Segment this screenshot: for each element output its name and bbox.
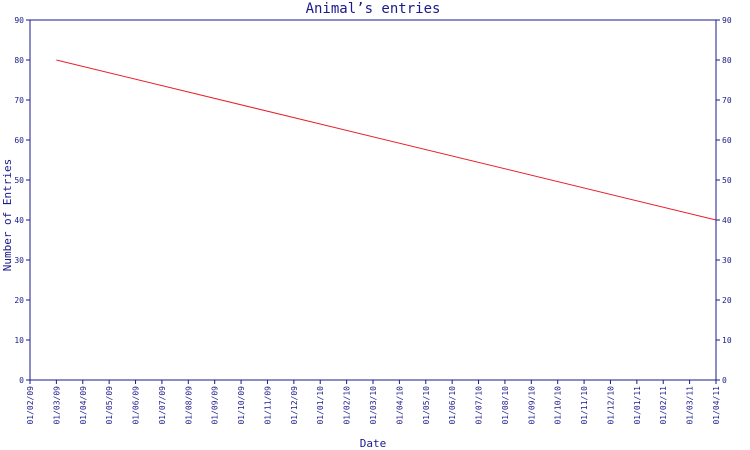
x-tick-label: 01/09/10 [527, 386, 536, 425]
x-axis-label: Date [360, 437, 387, 450]
y-tick-label-left: 20 [14, 296, 24, 305]
x-tick-label: 01/01/10 [316, 386, 325, 425]
x-tick-label: 01/03/10 [369, 386, 378, 425]
x-tick-label: 01/03/09 [52, 386, 61, 425]
y-tick-label-left: 70 [14, 96, 24, 105]
x-tick-label: 01/02/09 [26, 386, 35, 425]
y-tick-label-left: 50 [14, 176, 24, 185]
y-tick-label-left: 30 [14, 256, 24, 265]
y-tick-label-right: 10 [722, 336, 732, 345]
y-tick-label-right: 40 [722, 216, 732, 225]
x-tick-label: 01/08/10 [501, 386, 510, 425]
y-tick-label-right: 80 [722, 56, 732, 65]
plot-frame [29, 19, 717, 381]
x-tick-label: 01/11/09 [263, 386, 272, 425]
y-axis-label: Number of Entries [1, 159, 14, 272]
y-tick-label-right: 0 [722, 376, 727, 385]
y-tick-label-left: 80 [14, 56, 24, 65]
series-line [56, 59, 717, 221]
y-tick-label-right: 20 [722, 296, 732, 305]
y-tick-label-left: 0 [19, 376, 24, 385]
x-tick-label: 01/04/09 [79, 386, 88, 425]
x-tick-label: 01/10/10 [554, 386, 563, 425]
y-tick-label-right: 60 [722, 136, 732, 145]
y-tick-label-right: 70 [722, 96, 732, 105]
x-tick-label: 01/01/11 [633, 386, 642, 425]
y-tick-label-left: 60 [14, 136, 24, 145]
x-tick-label: 01/09/09 [211, 386, 220, 425]
plot-area: 0 0 10 10 20 20 30 30 40 40 50 50 60 60 70 70 80 80 90 90 01… [14, 16, 731, 425]
x-tick-label: 01/12/09 [290, 386, 299, 425]
x-tick-label: 01/12/10 [606, 386, 615, 425]
y-tick-label-right: 30 [722, 256, 732, 265]
y-tick-label-left: 90 [14, 16, 24, 25]
y-tick-label-left: 40 [14, 216, 24, 225]
x-tick-label: 01/02/10 [343, 386, 352, 425]
x-tick-label: 01/11/10 [580, 386, 589, 425]
x-tick-label: 01/06/10 [448, 386, 457, 425]
x-tick-label: 01/03/11 [686, 386, 695, 425]
x-tick-label: 01/07/09 [158, 386, 167, 425]
x-tick-label: 01/05/09 [105, 386, 114, 425]
x-tick-label: 01/07/10 [475, 386, 484, 425]
y-tick-label-left: 10 [14, 336, 24, 345]
x-tick-label: 01/02/11 [659, 386, 668, 425]
x-tick-label: 01/05/10 [422, 386, 431, 425]
x-tick-label: 01/06/09 [132, 386, 141, 425]
x-tick-label: 01/08/09 [184, 386, 193, 425]
chart-title: Animal’s entries [306, 1, 441, 17]
y-tick-label-right: 90 [722, 16, 732, 25]
x-tick-label: 01/04/11 [712, 386, 721, 425]
x-tick-label: 01/10/09 [237, 386, 246, 425]
y-tick-label-right: 50 [722, 176, 732, 185]
x-tick-label: 01/04/10 [395, 386, 404, 425]
